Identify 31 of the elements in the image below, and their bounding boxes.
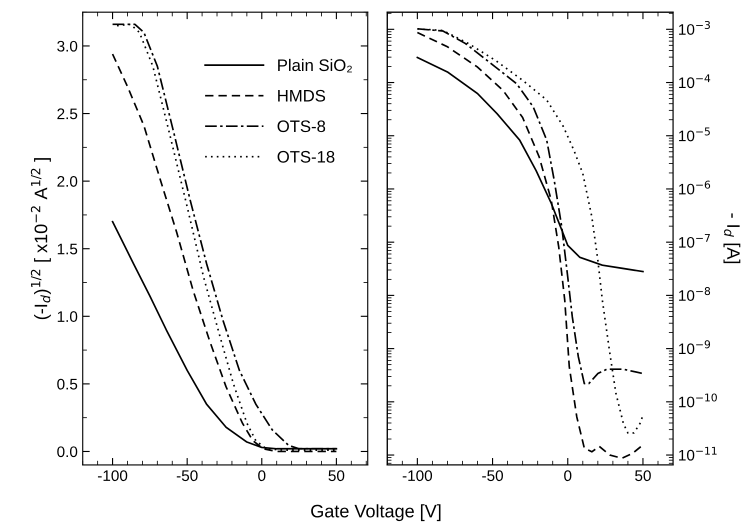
y2-tick-label: 10$^{−9}$ bbox=[679, 340, 710, 354]
x-axis-title: Gate Voltage [V] bbox=[311, 504, 440, 522]
y-tick-label: 0.0 bbox=[57, 446, 78, 458]
y2-tick-label: 10$^{−11}$ bbox=[679, 446, 717, 461]
y2-tick-label: 10$^{−10}$ bbox=[679, 393, 717, 408]
x-tick-label: -50 bbox=[482, 470, 504, 482]
y-tick-label: 3.0 bbox=[57, 40, 78, 52]
y-tick-label: 2.0 bbox=[57, 176, 78, 187]
y2-tick-label: 10$^{−8}$ bbox=[679, 287, 710, 301]
text: (-I$_{d}$)$^{1/2}$ [ x10$^{−2}$ A$^{1/2}$ ] bbox=[30, 158, 51, 320]
x-tick-label: -50 bbox=[176, 470, 198, 482]
y-tick-label: 2.5 bbox=[57, 108, 78, 120]
y2-axis-title: - I$_{d}$ [A] bbox=[723, 213, 740, 264]
y2-tick-label: 10$^{−7}$ bbox=[679, 234, 710, 248]
y-tick-label: 0.5 bbox=[57, 378, 78, 390]
x-tick-label: 0 bbox=[564, 470, 572, 482]
y-tick-label: 1.0 bbox=[58, 311, 78, 322]
x-tick-label: -100 bbox=[98, 470, 128, 482]
x-tick-label: 0 bbox=[258, 470, 266, 482]
y2-tick-label: 10$^{−4}$ bbox=[679, 74, 710, 88]
legend-label: OTS-18 bbox=[278, 150, 334, 163]
y-tick-label: 1.5 bbox=[58, 244, 78, 254]
legend-label: Plain SiO₂ bbox=[278, 58, 352, 72]
y2-tick-label: 10$^{−3}$ bbox=[679, 20, 710, 35]
y2-tick-label: 10$^{−6}$ bbox=[679, 180, 710, 195]
x-tick-label: 50 bbox=[328, 470, 344, 482]
y2-tick-label: 10$^{−5}$ bbox=[679, 128, 710, 142]
legend-label: HMDS bbox=[278, 90, 326, 102]
x-tick-label: -100 bbox=[402, 470, 432, 482]
x-tick-label: 50 bbox=[635, 470, 651, 482]
legend-label: OTS-8 bbox=[278, 120, 326, 132]
